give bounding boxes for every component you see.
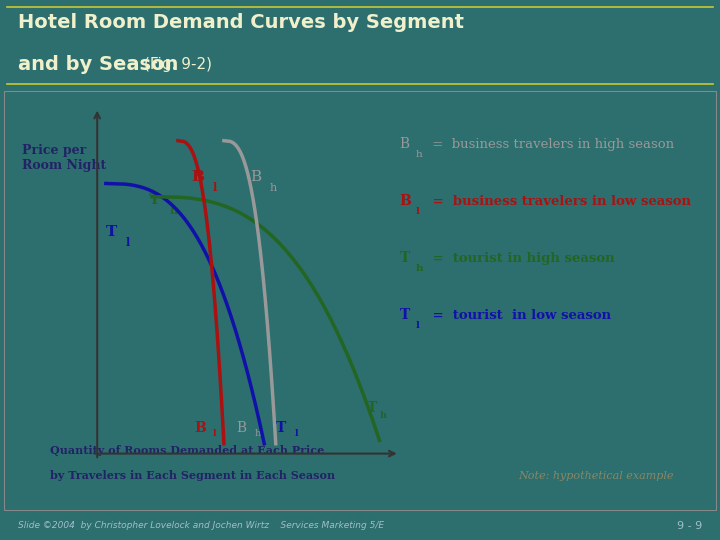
Text: h: h — [415, 150, 422, 159]
Text: B: B — [194, 421, 206, 435]
Text: B: B — [400, 137, 410, 151]
Text: h: h — [415, 264, 423, 273]
Text: Hotel Room Demand Curves by Segment: Hotel Room Demand Curves by Segment — [18, 13, 464, 32]
Text: B: B — [250, 170, 261, 184]
Text: and by Season: and by Season — [18, 55, 185, 73]
Text: B: B — [236, 421, 246, 435]
Text: 9 - 9: 9 - 9 — [677, 521, 702, 531]
Text: h: h — [169, 205, 177, 216]
Text: T: T — [276, 421, 286, 435]
Text: Note: hypothetical example: Note: hypothetical example — [518, 471, 674, 481]
Text: l: l — [126, 237, 130, 248]
Text: =  tourist in high season: = tourist in high season — [428, 252, 615, 265]
Text: h: h — [254, 429, 261, 438]
Text: T: T — [400, 308, 410, 322]
Text: =  business travelers in low season: = business travelers in low season — [428, 194, 691, 208]
Text: l: l — [415, 321, 419, 330]
Text: l: l — [212, 181, 217, 193]
Text: h: h — [380, 411, 387, 420]
Text: B: B — [400, 194, 411, 208]
Text: Slide ©2004  by Christopher Lovelock and Jochen Wirtz    Services Marketing 5/E: Slide ©2004 by Christopher Lovelock and … — [18, 522, 384, 530]
Text: l: l — [213, 429, 217, 438]
Text: =  tourist  in low season: = tourist in low season — [428, 309, 611, 322]
Text: by Travelers in Each Segment in Each Season: by Travelers in Each Segment in Each Sea… — [50, 470, 336, 482]
Text: T: T — [367, 401, 377, 415]
Text: h: h — [270, 183, 277, 193]
Text: B: B — [192, 170, 204, 184]
Text: Price per
Room Night: Price per Room Night — [22, 144, 106, 172]
Text: =  business travelers in high season: = business travelers in high season — [428, 138, 675, 151]
Text: T: T — [106, 225, 117, 239]
Text: l: l — [415, 207, 419, 216]
Text: T: T — [149, 193, 161, 207]
Text: Quantity of Rooms Demanded at Each Price: Quantity of Rooms Demanded at Each Price — [50, 445, 325, 456]
Text: l: l — [295, 429, 299, 438]
Text: T: T — [400, 251, 410, 265]
Text: (Fig. 9-2): (Fig. 9-2) — [144, 57, 212, 72]
